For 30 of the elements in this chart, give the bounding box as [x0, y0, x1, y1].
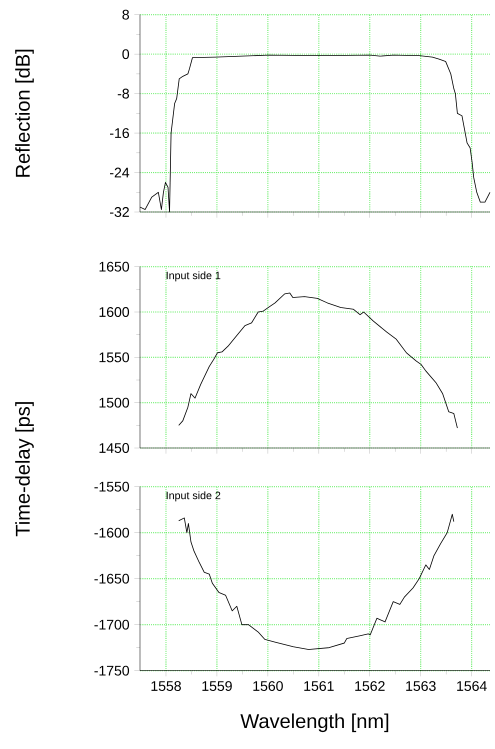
y-axis-title: Time-delay [ps]: [15, 402, 34, 536]
line-series: [178, 514, 454, 650]
y-tick-label: -1600: [94, 528, 130, 538]
x-tick-label: 1560: [253, 681, 283, 691]
y-tick-label: -32: [110, 207, 129, 217]
y-tick-label: 8: [122, 10, 129, 20]
y-tick-label: -1750: [94, 666, 130, 676]
annotation: Input side 1: [166, 271, 220, 282]
y-tick-label: -1650: [94, 574, 130, 584]
y-tick-label: 1450: [100, 443, 130, 453]
x-tick-label: 1562: [355, 681, 385, 691]
annotation: Input side 2: [166, 491, 220, 502]
line-series: [178, 292, 458, 428]
y-tick-label: -24: [110, 168, 130, 178]
y-tick-label: -16: [110, 128, 129, 138]
x-tick-label: 1558: [151, 681, 181, 691]
y-tick-label: -1550: [94, 482, 130, 492]
y-tick-label: -8: [118, 88, 129, 99]
y-tick-label: 1600: [100, 307, 130, 317]
y-tick-label: -1700: [94, 620, 130, 630]
x-tick-label: 1561: [304, 681, 334, 691]
x-tick-label: 1563: [406, 681, 436, 691]
y-tick-label: 1550: [100, 352, 130, 362]
x-tick-label: 1559: [202, 681, 232, 691]
x-axis-title: Wavelength [nm]: [240, 713, 388, 732]
x-tick-label: 1564: [457, 681, 487, 691]
y-tick-label: 1650: [100, 262, 130, 272]
y-axis-title: Reflection [dB]: [15, 50, 34, 177]
y-tick-label: 1500: [100, 398, 130, 408]
y-tick-label: 0: [122, 49, 130, 60]
